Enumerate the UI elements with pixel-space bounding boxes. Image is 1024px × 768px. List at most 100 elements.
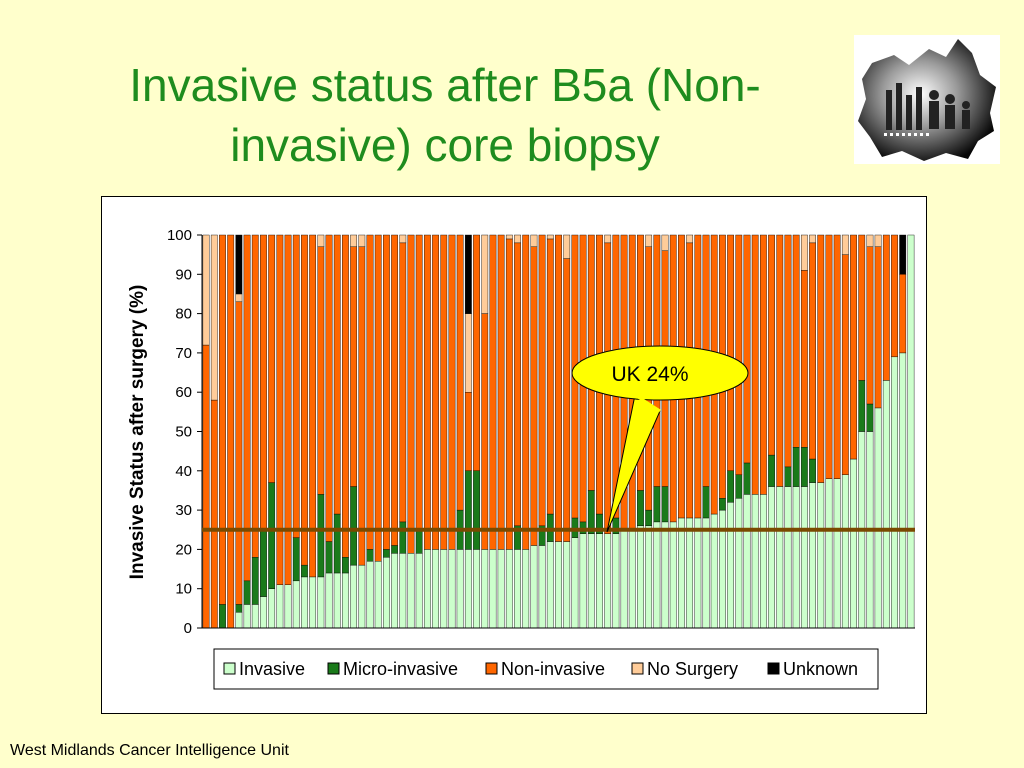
legend-swatch <box>327 662 340 675</box>
bar-segment-non-invasive <box>251 234 259 558</box>
bar-segment-micro-invasive <box>792 447 800 487</box>
bar-segment-non-invasive <box>292 234 300 538</box>
bar-segment-micro-invasive <box>342 557 349 574</box>
y-tick-label: 20 <box>175 541 192 558</box>
bar-segment-micro-invasive <box>735 474 743 499</box>
bar-segment-invasive <box>784 486 792 629</box>
bar-segment-invasive <box>374 560 382 629</box>
y-tick-label: 30 <box>175 502 192 519</box>
bar-segment-micro-invasive <box>473 470 480 550</box>
bar-segment-invasive <box>423 549 431 629</box>
bar-segment-micro-invasive <box>235 604 243 613</box>
y-tick-label: 10 <box>175 581 192 598</box>
bar-segment-no-surgery <box>841 234 849 255</box>
bar-segment-non-invasive <box>530 246 538 546</box>
y-axis-label: Invasive Status after surgery (%) <box>127 285 148 580</box>
legend: Invasive Micro-invasive Non-invasive No Sur… <box>213 648 879 690</box>
bar-segment-non-invasive <box>374 234 382 562</box>
bar-segment-invasive <box>817 482 825 629</box>
bar-segment-non-invasive <box>333 234 341 515</box>
bar-segment-no-surgery <box>202 234 210 346</box>
bar-segment-non-invasive <box>284 234 292 585</box>
bar-segment-invasive <box>776 486 784 629</box>
bar-segment-invasive <box>448 549 456 629</box>
bar-segment-non-invasive <box>792 234 800 448</box>
legend-item-micro-invasive: Micro-invasive <box>327 659 458 679</box>
bar-segment-non-invasive <box>415 234 423 530</box>
footer: West Midlands Cancer Intelligence Unit <box>10 742 289 759</box>
bar-segment-no-surgery <box>874 234 882 247</box>
bar-segment-invasive <box>891 356 898 629</box>
legend-swatch <box>767 662 780 675</box>
bar-segment-non-invasive <box>276 234 284 585</box>
bar-segment-micro-invasive <box>391 545 398 554</box>
bar-segment-micro-invasive <box>743 462 751 495</box>
bar-segment-invasive <box>563 541 571 629</box>
bar-segment-micro-invasive <box>317 494 325 578</box>
bar-segment-micro-invasive <box>719 498 726 511</box>
bar-segment-invasive <box>284 584 292 629</box>
bar-segment-micro-invasive <box>350 486 358 566</box>
bar-segment-non-invasive <box>899 274 907 354</box>
bar-segment-invasive <box>841 474 849 629</box>
bar-segment-micro-invasive <box>268 482 276 589</box>
bar-segment-non-invasive <box>776 234 784 487</box>
slide-title: Invasive status after B5a (Non-invasive)… <box>129 59 761 171</box>
bar-segment-unknown <box>235 234 243 295</box>
bar-segment-invasive <box>596 533 603 629</box>
bar-segment-micro-invasive <box>219 604 226 629</box>
bar-segment-non-invasive <box>202 344 210 629</box>
bar-segment-non-invasive <box>235 301 243 605</box>
bar-segment-invasive <box>628 529 636 629</box>
bar-segment-invasive <box>669 521 677 629</box>
legend-label: Micro-invasive <box>343 659 458 679</box>
bar-segment-invasive <box>530 545 538 629</box>
bar-segment-invasive <box>555 541 562 629</box>
bar-segment-invasive <box>686 517 694 629</box>
bar-segment-no-surgery <box>464 313 472 393</box>
bar-segment-unknown <box>899 234 907 275</box>
bar-segment-micro-invasive <box>292 537 300 582</box>
bar-segment-non-invasive <box>309 234 317 578</box>
legend-swatch <box>223 662 236 675</box>
bar-segment-no-surgery <box>866 234 874 247</box>
bar-segment-invasive <box>604 533 612 629</box>
bar-segment-non-invasive <box>350 246 358 487</box>
bar-segment-non-invasive <box>841 254 849 475</box>
bar-segment-no-surgery <box>235 293 243 303</box>
bar-segment-non-invasive <box>891 234 898 358</box>
bar-segment-micro-invasive <box>809 458 816 483</box>
bar-segment-micro-invasive <box>637 490 644 527</box>
bar-segment-no-surgery <box>661 234 669 251</box>
bar-segment-invasive <box>473 549 480 629</box>
bar-segment-invasive <box>653 521 661 629</box>
y-tick-label: 60 <box>175 384 192 401</box>
legend-label: Unknown <box>783 659 858 679</box>
bar-segment-invasive <box>268 588 276 629</box>
bar-segment-micro-invasive <box>325 541 333 574</box>
bar-segment-invasive <box>751 494 759 629</box>
bar-segment-invasive <box>481 549 489 629</box>
bar-segment-no-surgery <box>399 234 407 244</box>
bar-segment-non-invasive <box>833 234 841 479</box>
bar-segment-non-invasive <box>473 234 480 472</box>
bar-segment-no-surgery <box>317 234 325 247</box>
bar-segment-non-invasive <box>440 234 448 550</box>
bar-segment-micro-invasive <box>251 557 259 605</box>
bar-segment-micro-invasive <box>587 490 595 534</box>
bar-segment-no-surgery <box>514 234 521 244</box>
bar-segment-non-invasive <box>227 234 235 629</box>
bar-segment-micro-invasive <box>366 549 374 562</box>
bar-segment-invasive <box>309 576 317 629</box>
bar-segment-micro-invasive <box>383 549 390 558</box>
bar-segment-no-surgery <box>546 234 554 240</box>
bar-segment-no-surgery <box>604 234 612 244</box>
bar-segment-invasive <box>850 458 857 629</box>
bar-segment-non-invasive <box>768 234 775 456</box>
bar-segment-non-invasive <box>243 234 251 582</box>
bar-segment-invasive <box>415 553 423 629</box>
bar-segment-micro-invasive <box>464 470 472 550</box>
bar-segment-micro-invasive <box>784 466 792 487</box>
bar-segment-invasive <box>620 529 628 629</box>
bar-segment-invasive <box>833 478 841 629</box>
